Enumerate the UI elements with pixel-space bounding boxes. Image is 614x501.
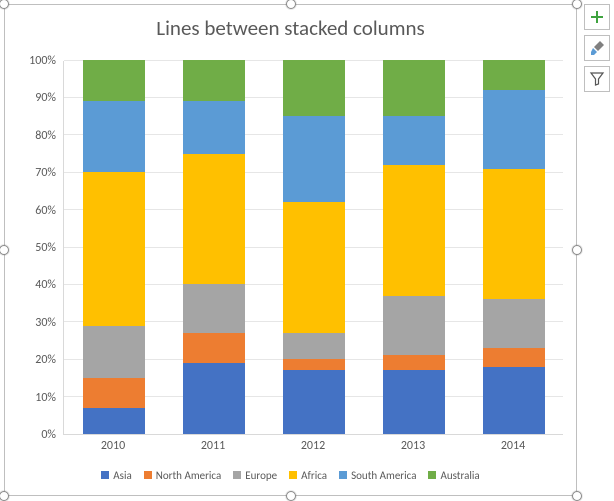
bar-segment-europe[interactable] xyxy=(283,333,345,359)
bar-segment-europe[interactable] xyxy=(483,299,545,348)
y-tick-label: 80% xyxy=(20,129,56,143)
chart-title[interactable]: Lines between stacked columns xyxy=(5,15,576,41)
y-tick-label: 10% xyxy=(20,391,56,405)
bar-segment-asia[interactable] xyxy=(83,408,145,434)
bar-segment-north_america[interactable] xyxy=(483,348,545,367)
plot-area[interactable] xyxy=(63,61,563,435)
chart-filters-button[interactable] xyxy=(584,66,610,92)
y-tick-label: 100% xyxy=(20,54,56,68)
bar-segment-europe[interactable] xyxy=(183,284,245,333)
y-tick-label: 70% xyxy=(20,166,56,180)
bar-segment-australia[interactable] xyxy=(383,60,445,116)
bar-group[interactable] xyxy=(283,60,345,434)
bar-segment-africa[interactable] xyxy=(183,154,245,285)
bar-segment-australia[interactable] xyxy=(183,60,245,101)
bar-segment-south_america[interactable] xyxy=(483,90,545,169)
legend-swatch xyxy=(339,471,347,479)
selection-handle[interactable] xyxy=(572,245,582,255)
legend-item-australia[interactable]: Australia xyxy=(428,463,479,487)
selection-handle[interactable] xyxy=(572,491,582,501)
bar-segment-australia[interactable] xyxy=(283,60,345,116)
bar-segment-south_america[interactable] xyxy=(383,116,445,165)
x-tick-label: 2011 xyxy=(173,439,253,453)
plus-icon xyxy=(589,9,605,25)
selection-handle[interactable] xyxy=(572,0,582,9)
bar-segment-asia[interactable] xyxy=(283,370,345,434)
legend-item-europe[interactable]: Europe xyxy=(233,463,277,487)
y-tick-label: 20% xyxy=(20,353,56,367)
y-tick-label: 0% xyxy=(20,428,56,442)
legend-swatch xyxy=(144,471,152,479)
bar-segment-africa[interactable] xyxy=(83,172,145,325)
legend-label: South America xyxy=(351,469,416,482)
bar-segment-south_america[interactable] xyxy=(183,101,245,153)
legend-item-north_america[interactable]: North America xyxy=(144,463,222,487)
legend-swatch xyxy=(289,471,297,479)
bar-group[interactable] xyxy=(183,60,245,434)
selection-handle[interactable] xyxy=(286,491,296,501)
x-tick-label: 2013 xyxy=(373,439,453,453)
legend-label: Australia xyxy=(440,469,479,482)
legend-item-asia[interactable]: Asia xyxy=(101,463,131,487)
legend-label: North America xyxy=(156,469,222,482)
y-tick-label: 90% xyxy=(20,91,56,105)
legend-swatch xyxy=(101,471,109,479)
y-tick-label: 40% xyxy=(20,278,56,292)
bar-group[interactable] xyxy=(383,60,445,434)
selection-handle[interactable] xyxy=(286,0,296,9)
bar-group[interactable] xyxy=(483,60,545,434)
bar-segment-south_america[interactable] xyxy=(83,101,145,172)
x-axis-labels: 2010 2011 2012 2013 2014 xyxy=(63,439,563,457)
bar-segment-africa[interactable] xyxy=(483,169,545,300)
legend-item-africa[interactable]: Africa xyxy=(289,463,327,487)
legend-label: Africa xyxy=(301,469,327,482)
y-tick-label: 30% xyxy=(20,316,56,330)
bar-segment-africa[interactable] xyxy=(283,202,345,333)
chart-selection-wrap: Lines between stacked columns 0% 10% 20% 30… xyxy=(0,0,614,501)
bar-segment-north_america[interactable] xyxy=(283,359,345,370)
bar-segment-asia[interactable] xyxy=(483,367,545,434)
y-tick-label: 60% xyxy=(20,204,56,218)
legend-label: Asia xyxy=(113,469,131,482)
bar-segment-north_america[interactable] xyxy=(83,378,145,408)
chart-object[interactable]: Lines between stacked columns 0% 10% 20% 30… xyxy=(4,4,577,496)
bar-segment-asia[interactable] xyxy=(183,363,245,434)
bar-group[interactable] xyxy=(83,60,145,434)
bar-segment-europe[interactable] xyxy=(383,296,445,356)
selection-handle[interactable] xyxy=(0,491,9,501)
bar-segment-asia[interactable] xyxy=(383,370,445,434)
bar-segment-africa[interactable] xyxy=(383,165,445,296)
legend-swatch xyxy=(233,471,241,479)
y-tick-label: 50% xyxy=(20,241,56,255)
x-tick-label: 2010 xyxy=(73,439,153,453)
legend[interactable]: Asia North America Europe Africa South Ameri… xyxy=(5,463,576,487)
legend-item-south_america[interactable]: South America xyxy=(339,463,416,487)
legend-label: Europe xyxy=(245,469,277,482)
chart-styles-button[interactable] xyxy=(584,35,610,61)
paintbrush-icon xyxy=(589,40,605,56)
bar-segment-europe[interactable] xyxy=(83,326,145,378)
funnel-icon xyxy=(589,71,605,87)
bar-segment-australia[interactable] xyxy=(83,60,145,101)
legend-swatch xyxy=(428,471,436,479)
x-tick-label: 2012 xyxy=(273,439,353,453)
chart-elements-button[interactable] xyxy=(584,4,610,30)
bar-segment-australia[interactable] xyxy=(483,60,545,90)
x-tick-label: 2014 xyxy=(473,439,553,453)
bar-segment-north_america[interactable] xyxy=(183,333,245,363)
bar-segment-south_america[interactable] xyxy=(283,116,345,202)
bar-segment-north_america[interactable] xyxy=(383,355,445,370)
